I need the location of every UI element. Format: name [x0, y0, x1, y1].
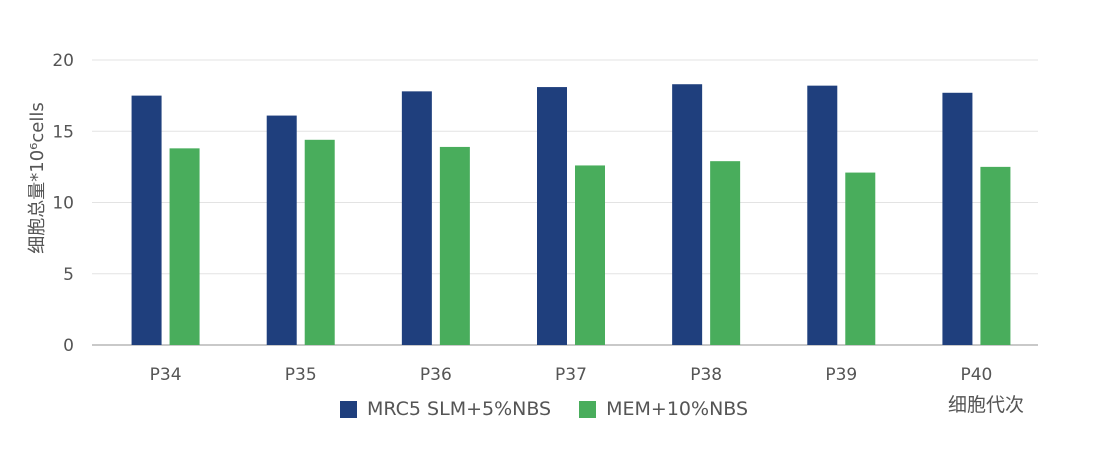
x-tick-label: P39 — [825, 365, 857, 385]
y-tick-label: 5 — [63, 265, 74, 285]
x-tick-label: P37 — [555, 365, 587, 385]
x-tick-label: P36 — [420, 365, 452, 385]
bar-P38-series-1 — [672, 84, 703, 345]
bar-P36-series-2 — [439, 146, 470, 345]
bar-P39-series-2 — [845, 172, 876, 345]
bar-P39-series-1 — [807, 85, 838, 346]
bar-P34-series-2 — [169, 148, 200, 345]
y-tick-label: 10 — [52, 194, 74, 214]
y-tick-label: 15 — [52, 122, 74, 142]
x-tick-label: P35 — [285, 365, 317, 385]
x-axis-label: 细胞代次 — [948, 394, 1025, 416]
x-tick-label: P38 — [690, 365, 722, 385]
x-tick-label: P40 — [960, 365, 992, 385]
bar-P37-series-2 — [575, 165, 605, 345]
bar-P38-series-2 — [710, 161, 741, 345]
legend-label-series-1: MRC5 SLM+5%NBS — [367, 398, 552, 420]
y-axis-label: 细胞总量*10⁶cells — [27, 102, 48, 254]
bar-P36-series-1 — [401, 91, 432, 345]
bar-P35-series-2 — [304, 139, 335, 345]
y-tick-label: 0 — [63, 336, 74, 356]
bar-P40-series-2 — [980, 166, 1011, 345]
y-tick-label: 20 — [52, 51, 74, 71]
legend-swatch-series-1 — [340, 400, 357, 418]
legend: MRC5 SLM+5%NBS MEM+10%NBS — [340, 398, 748, 420]
legend-item-series-2: MEM+10%NBS — [579, 398, 748, 420]
x-tick-label: P34 — [150, 365, 182, 385]
bar-P34-series-1 — [131, 95, 162, 345]
legend-swatch-series-2 — [579, 400, 597, 418]
bar-P35-series-1 — [266, 115, 297, 345]
legend-item-series-1: MRC5 SLM+5%NBS — [340, 398, 551, 420]
bar-P40-series-1 — [942, 92, 973, 346]
bar-P37-series-1 — [537, 87, 567, 345]
legend-label-series-2: MEM+10%NBS — [606, 398, 749, 420]
